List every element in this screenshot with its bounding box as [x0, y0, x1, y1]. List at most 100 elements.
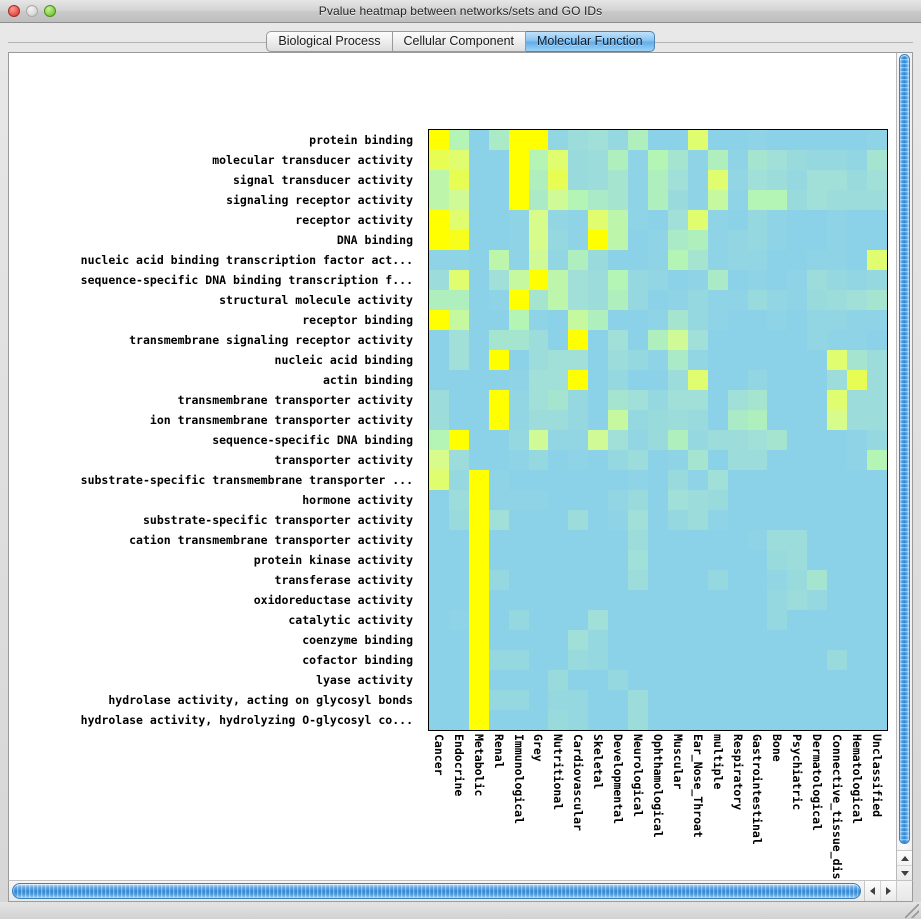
heatmap-cell[interactable] — [866, 230, 887, 250]
heatmap-cell[interactable] — [628, 210, 648, 230]
heatmap-cell[interactable] — [787, 570, 808, 590]
heatmap-cell[interactable] — [468, 610, 489, 630]
heatmap-cell[interactable] — [468, 250, 489, 270]
heatmap-cell[interactable] — [528, 250, 549, 270]
heatmap-cell[interactable] — [847, 170, 867, 190]
heatmap-cell[interactable] — [827, 670, 848, 690]
heatmap-cell[interactable] — [448, 490, 469, 510]
heatmap-cell[interactable] — [568, 530, 589, 550]
heatmap-cell[interactable] — [568, 430, 589, 450]
heatmap-cell[interactable] — [528, 430, 549, 450]
heatmap-cell[interactable] — [847, 570, 867, 590]
heatmap-cell[interactable] — [667, 590, 688, 610]
heatmap-cell[interactable] — [747, 530, 768, 550]
heatmap-cell[interactable] — [787, 430, 808, 450]
heatmap-cell[interactable] — [448, 510, 469, 530]
heatmap-cell[interactable] — [787, 210, 808, 230]
heatmap-cell[interactable] — [747, 310, 768, 330]
heatmap-cell[interactable] — [448, 390, 469, 410]
heatmap-cell[interactable] — [787, 290, 808, 310]
heatmap-cell[interactable] — [647, 290, 668, 310]
heatmap-cell[interactable] — [767, 470, 788, 490]
heatmap-cell[interactable] — [528, 210, 549, 230]
heatmap-cell[interactable] — [488, 130, 509, 150]
heatmap-cell[interactable] — [727, 210, 748, 230]
heatmap-cell[interactable] — [568, 210, 589, 230]
heatmap-cell[interactable] — [667, 190, 688, 210]
heatmap-cell[interactable] — [588, 630, 609, 650]
heatmap-cell[interactable] — [468, 130, 489, 150]
heatmap-cell[interactable] — [727, 510, 748, 530]
heatmap-cell[interactable] — [548, 490, 569, 510]
heatmap-cell[interactable] — [767, 370, 788, 390]
heatmap-cell[interactable] — [508, 310, 529, 330]
heatmap-cell[interactable] — [608, 470, 629, 490]
heatmap-cell[interactable] — [866, 690, 887, 710]
heatmap-cell[interactable] — [448, 270, 469, 290]
heatmap-cell[interactable] — [787, 710, 808, 730]
heatmap-cell[interactable] — [647, 170, 668, 190]
heatmap-cell[interactable] — [707, 290, 728, 310]
heatmap-cell[interactable] — [508, 190, 529, 210]
heatmap-cell[interactable] — [847, 290, 867, 310]
heatmap-cell[interactable] — [807, 490, 828, 510]
heatmap-cell[interactable] — [647, 450, 668, 470]
heatmap-cell[interactable] — [628, 370, 648, 390]
heatmap-cell[interactable] — [548, 290, 569, 310]
heatmap-cell[interactable] — [548, 670, 569, 690]
heatmap-cell[interactable] — [448, 170, 469, 190]
heatmap-cell[interactable] — [807, 330, 828, 350]
heatmap-cell[interactable] — [488, 490, 509, 510]
heatmap-cell[interactable] — [628, 590, 648, 610]
heatmap-cell[interactable] — [488, 410, 509, 430]
heatmap-cell[interactable] — [568, 510, 589, 530]
heatmap-cell[interactable] — [687, 710, 708, 730]
heatmap-cell[interactable] — [528, 470, 549, 490]
heatmap-cell[interactable] — [847, 630, 867, 650]
heatmap-cell[interactable] — [767, 390, 788, 410]
heatmap-cell[interactable] — [508, 590, 529, 610]
heatmap-cell[interactable] — [508, 710, 529, 730]
heatmap-cell[interactable] — [528, 690, 549, 710]
heatmap-cell[interactable] — [747, 550, 768, 570]
heatmap-cell[interactable] — [827, 390, 848, 410]
heatmap-cell[interactable] — [847, 230, 867, 250]
heatmap-cell[interactable] — [866, 510, 887, 530]
heatmap-cell[interactable] — [667, 570, 688, 590]
heatmap-cell[interactable] — [568, 450, 589, 470]
heatmap-cell[interactable] — [687, 250, 708, 270]
heatmap-cell[interactable] — [707, 470, 728, 490]
heatmap-cell[interactable] — [767, 290, 788, 310]
vertical-scrollbar[interactable] — [896, 53, 912, 880]
heatmap-cell[interactable] — [687, 510, 708, 530]
heatmap-cell[interactable] — [508, 410, 529, 430]
heatmap-cell[interactable] — [747, 470, 768, 490]
heatmap-cell[interactable] — [548, 130, 569, 150]
heatmap-cell[interactable] — [568, 130, 589, 150]
heatmap-cell[interactable] — [727, 650, 748, 670]
heatmap-cell[interactable] — [647, 690, 668, 710]
heatmap-cell[interactable] — [687, 390, 708, 410]
heatmap-cell[interactable] — [608, 170, 629, 190]
heatmap-cell[interactable] — [429, 430, 449, 450]
heatmap-cell[interactable] — [548, 350, 569, 370]
heatmap-cell[interactable] — [568, 370, 589, 390]
heatmap-cell[interactable] — [647, 310, 668, 330]
heatmap-cell[interactable] — [827, 590, 848, 610]
heatmap-cell[interactable] — [866, 530, 887, 550]
heatmap-cell[interactable] — [647, 490, 668, 510]
heatmap-cell[interactable] — [787, 330, 808, 350]
heatmap-cell[interactable] — [866, 310, 887, 330]
heatmap-cell[interactable] — [568, 250, 589, 270]
heatmap-cell[interactable] — [628, 170, 648, 190]
heatmap-cell[interactable] — [608, 530, 629, 550]
heatmap-cell[interactable] — [568, 170, 589, 190]
heatmap-cell[interactable] — [628, 410, 648, 430]
heatmap-cell[interactable] — [429, 690, 449, 710]
heatmap-cell[interactable] — [866, 590, 887, 610]
heatmap-cell[interactable] — [488, 330, 509, 350]
heatmap-cell[interactable] — [528, 670, 549, 690]
heatmap-cell[interactable] — [727, 630, 748, 650]
heatmap-cell[interactable] — [767, 230, 788, 250]
heatmap-cell[interactable] — [727, 390, 748, 410]
